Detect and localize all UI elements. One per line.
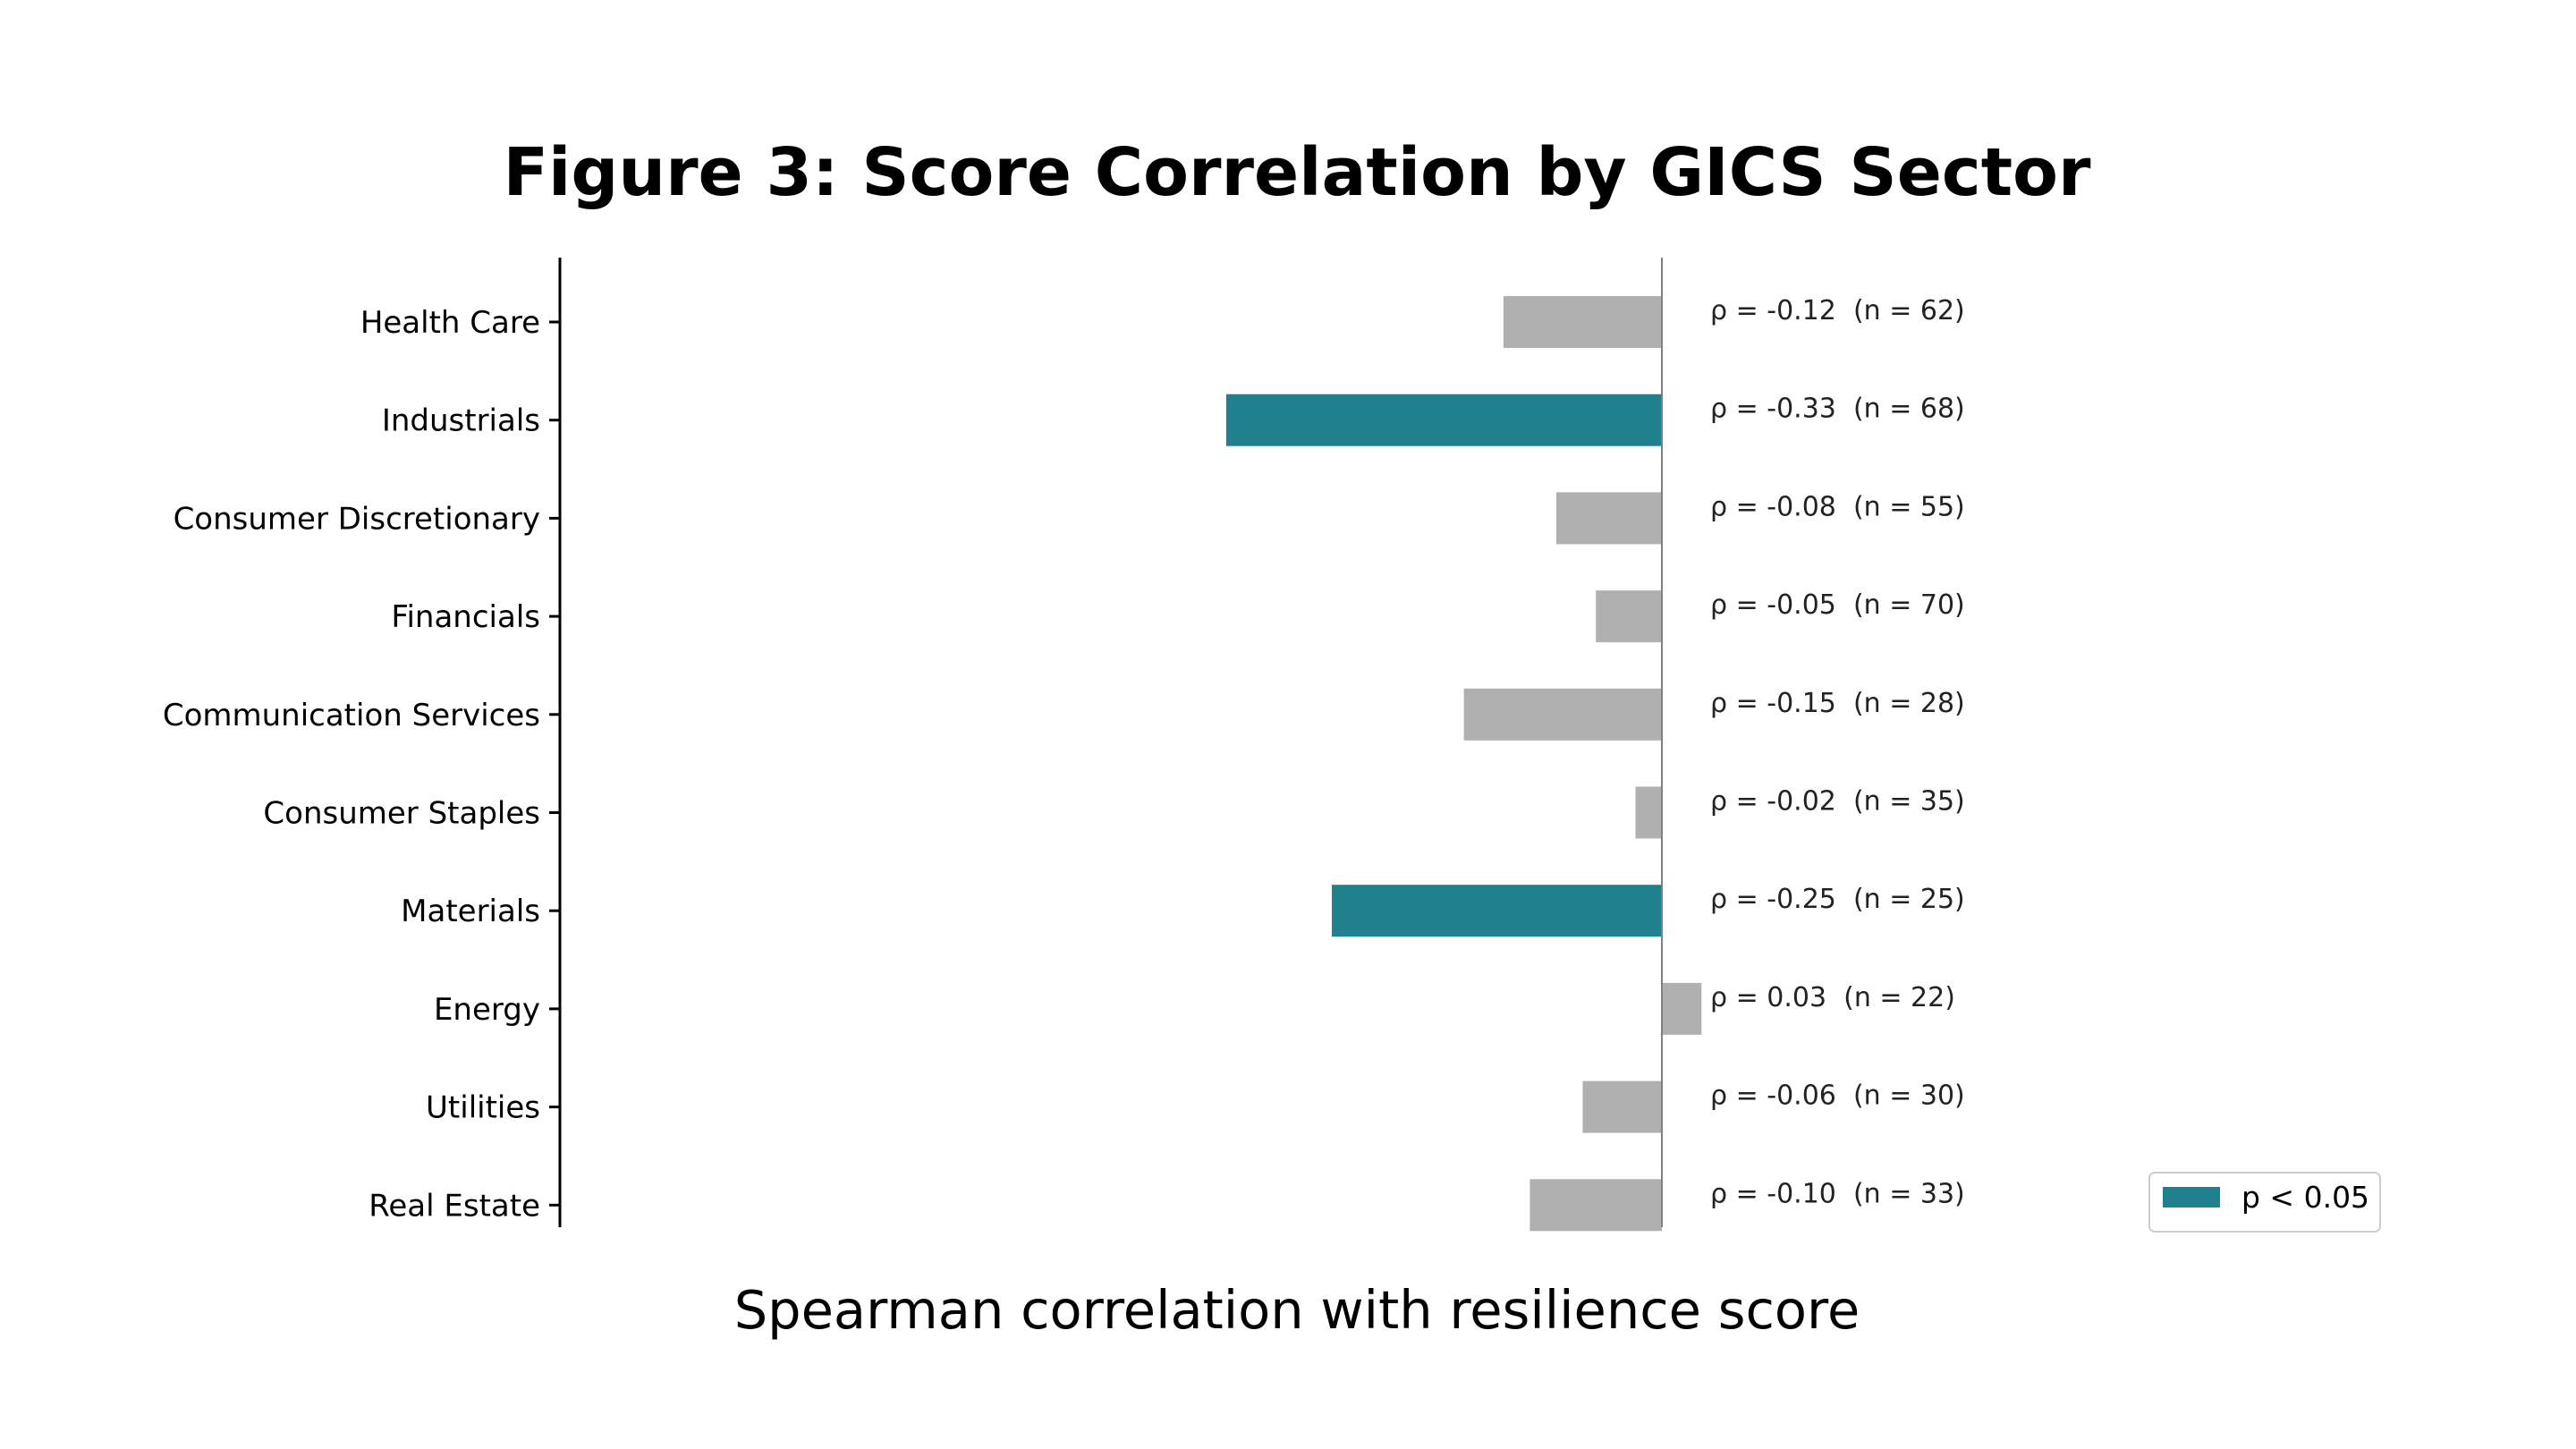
data-label-real-estate: ρ = -0.10 (n = 33) [1710, 1178, 1965, 1209]
bar-communication-services [1463, 688, 1662, 741]
y-tick-label-financials: Financials [391, 599, 540, 635]
data-label-consumer-discretionary: ρ = -0.08 (n = 55) [1710, 491, 1965, 522]
bar-real-estate [1530, 1179, 1662, 1232]
bar-health-care [1503, 296, 1662, 348]
y-tick-label-industrials: Industrials [382, 403, 540, 439]
legend-label-significant: p < 0.05 [2241, 1180, 2369, 1215]
y-ticks-layer: Health Care Industrials Consumer Discretio… [163, 305, 560, 1224]
y-tick-label-communication-services: Communication Services [163, 698, 540, 733]
chart-title: Figure 3: Score Correlation by GICS Sect… [504, 134, 2091, 211]
data-labels-layer: ρ = -0.12 (n = 62) ρ = -0.33 (n = 68) ρ = … [1710, 295, 1965, 1209]
y-tick-label-energy: Energy [434, 992, 540, 1028]
data-label-utilities: ρ = -0.06 (n = 30) [1710, 1080, 1965, 1112]
data-label-materials: ρ = -0.25 (n = 25) [1710, 884, 1965, 915]
y-tick-label-utilities: Utilities [426, 1090, 540, 1126]
y-tick-label-consumer-staples: Consumer Staples [263, 796, 540, 832]
bar-energy [1662, 982, 1702, 1035]
bar-industrials [1225, 394, 1662, 446]
bar-consumer-staples [1635, 786, 1662, 839]
y-tick-label-materials: Materials [401, 894, 540, 929]
data-label-consumer-staples: ρ = -0.02 (n = 35) [1710, 786, 1965, 818]
bar-materials [1332, 885, 1662, 937]
y-tick-label-health-care: Health Care [360, 305, 540, 341]
x-axis-label: Spearman correlation with resilience sco… [734, 1279, 1860, 1341]
data-label-industrials: ρ = -0.33 (n = 68) [1710, 394, 1965, 425]
legend-swatch-significant [2163, 1187, 2220, 1208]
legend: p < 0.05 [2148, 1172, 2381, 1233]
data-label-energy: ρ = 0.03 (n = 22) [1710, 982, 1955, 1013]
bar-consumer-discretionary [1555, 492, 1662, 545]
bars-layer [1225, 296, 1702, 1232]
bar-financials [1596, 590, 1662, 643]
y-tick-label-consumer-discretionary: Consumer Discretionary [174, 501, 540, 537]
data-label-financials: ρ = -0.05 (n = 70) [1710, 589, 1965, 621]
bar-utilities [1582, 1080, 1662, 1133]
data-label-communication-services: ρ = -0.15 (n = 28) [1710, 688, 1965, 719]
y-tick-label-real-estate: Real Estate [369, 1188, 540, 1224]
data-label-health-care: ρ = -0.12 (n = 62) [1710, 295, 1965, 326]
